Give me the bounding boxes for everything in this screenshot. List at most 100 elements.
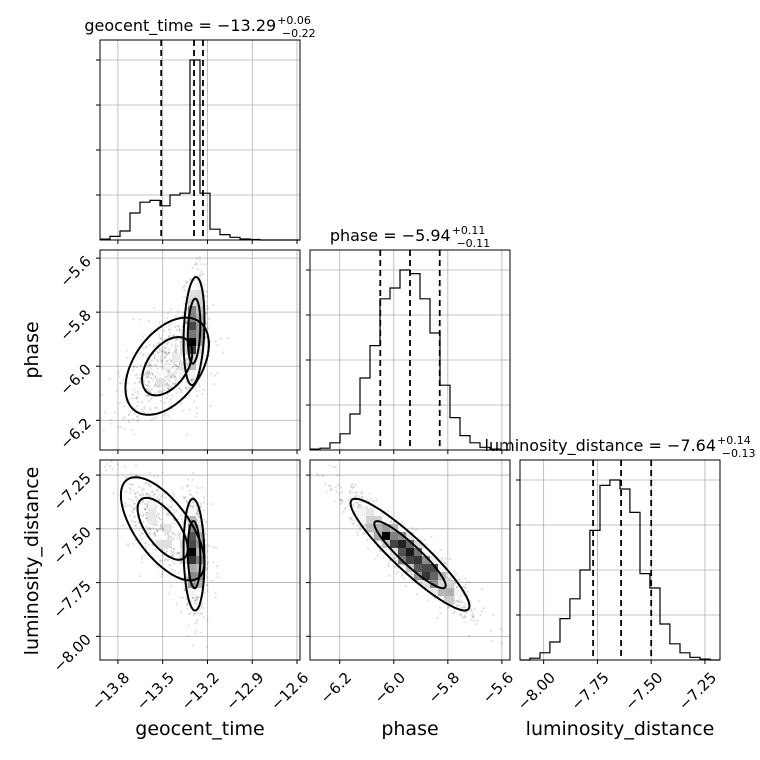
density-cell (374, 508, 383, 517)
sample-point (150, 377, 153, 380)
sample-point (145, 384, 148, 387)
sample-point (145, 511, 148, 514)
sample-point (148, 389, 151, 392)
sample-point (127, 413, 130, 416)
sample-point (183, 296, 186, 299)
sample-point (206, 326, 209, 329)
sample-point (459, 578, 462, 582)
sample-point (386, 509, 389, 512)
sample-point (139, 378, 142, 381)
sample-point (161, 352, 164, 355)
sample-point (131, 429, 134, 432)
sample-point (206, 589, 209, 592)
sample-point (202, 501, 205, 504)
sample-point (153, 356, 156, 359)
ytick-label-luminosity-distance: −8.00 (50, 630, 95, 675)
title-phase: phase = −5.94+0.11 −0.11 (330, 224, 490, 250)
sample-point (481, 588, 484, 591)
sample-point (141, 555, 144, 558)
sample-point (172, 509, 175, 512)
sample-point (166, 352, 169, 356)
sample-point (148, 372, 151, 375)
sample-point (115, 389, 118, 392)
sample-point (139, 376, 142, 379)
sample-point (157, 512, 160, 515)
sample-point (181, 487, 184, 490)
sample-point (190, 379, 193, 382)
sample-point (110, 460, 113, 463)
sample-point (359, 526, 362, 529)
sample-point (415, 593, 419, 596)
sample-point (448, 577, 451, 580)
sample-point (160, 506, 163, 509)
sample-point (153, 475, 156, 478)
contours (119, 476, 206, 612)
hist-geocent-time (100, 59, 300, 241)
sample-point (464, 606, 467, 609)
sample-point (174, 363, 178, 366)
sample-point (376, 554, 379, 557)
sample-point (141, 487, 144, 490)
sample-point (167, 506, 170, 509)
sample-point (350, 484, 353, 487)
xtick-label-luminosity-distance: −8.00 (514, 669, 559, 714)
sample-point (146, 369, 149, 372)
density-cell (382, 524, 391, 533)
sample-point (360, 506, 364, 509)
density-cell (196, 282, 205, 291)
density-cell (188, 516, 197, 525)
sample-point (454, 582, 457, 585)
sample-point (196, 226, 198, 228)
sample-point (175, 377, 178, 380)
sample-point (452, 612, 455, 615)
sample-point (460, 606, 463, 609)
sample-point (125, 543, 129, 546)
sample-point (208, 317, 211, 320)
sample-point (134, 391, 137, 394)
sample-point (140, 557, 144, 560)
density-cell (188, 282, 197, 291)
sample-point (118, 401, 121, 405)
sample-point (160, 359, 163, 362)
sample-point (411, 526, 414, 530)
sample-point (156, 566, 160, 569)
sample-point (144, 541, 148, 545)
sample-point (340, 498, 343, 501)
sample-point (133, 412, 136, 415)
sample-point (133, 397, 136, 400)
sample-point (185, 280, 188, 283)
sample-point (131, 520, 135, 523)
sample-point (350, 516, 353, 519)
sample-point (193, 400, 196, 403)
sample-point (165, 350, 168, 353)
sample-point (175, 371, 178, 374)
sample-point (169, 499, 172, 502)
sample-point (158, 341, 161, 344)
sample-point (464, 615, 467, 618)
sample-point (177, 551, 180, 554)
sample-point (167, 352, 170, 355)
sample-point (167, 351, 171, 354)
sample-point (154, 548, 157, 552)
sample-point (192, 612, 195, 615)
sample-point (184, 497, 187, 500)
sample-point (174, 374, 177, 377)
sample-point (164, 355, 167, 358)
sample-point (159, 338, 163, 341)
sample-point (152, 417, 156, 420)
sample-point (387, 564, 390, 568)
sample-point (164, 375, 167, 379)
sample-point (163, 346, 167, 349)
sample-point (134, 465, 137, 468)
sample-point (195, 504, 198, 507)
sample-point (132, 388, 135, 391)
sample-point (135, 473, 138, 477)
density-cell (446, 588, 455, 597)
sample-point (135, 366, 138, 369)
hist-frame-luminosity-distance (519, 459, 721, 661)
sample-point (137, 418, 140, 421)
sample-point (144, 507, 147, 510)
density-cell (172, 354, 181, 363)
sample-point (149, 371, 152, 374)
sample-point (194, 622, 197, 625)
